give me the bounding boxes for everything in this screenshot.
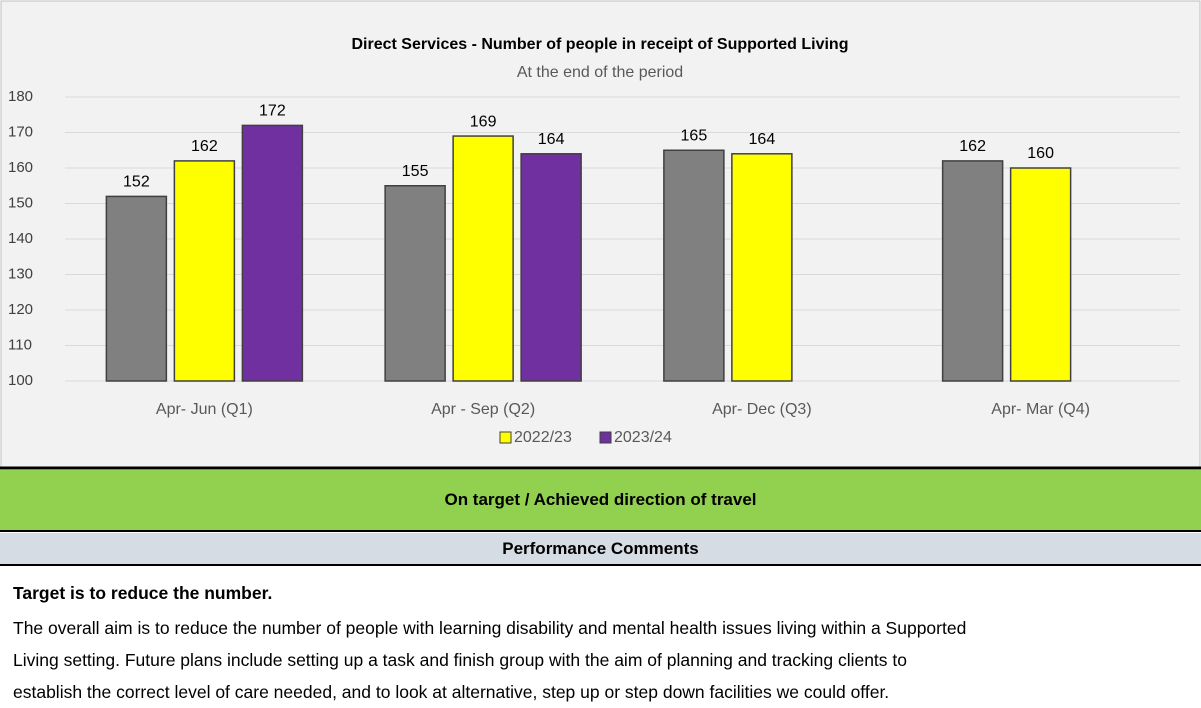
bar bbox=[173, 160, 236, 382]
y-tick-label: 110 bbox=[8, 336, 32, 353]
y-tick-label: 150 bbox=[8, 194, 33, 211]
status-banner: On target / Achieved direction of travel bbox=[0, 470, 1201, 532]
bar bbox=[452, 135, 514, 382]
bar bbox=[731, 153, 793, 382]
bar bbox=[105, 195, 168, 382]
y-tick-label: 180 bbox=[8, 88, 33, 105]
bar bbox=[1009, 167, 1072, 382]
value-label: 169 bbox=[470, 113, 497, 130]
x-tick-label: Apr- Mar (Q4) bbox=[991, 401, 1090, 418]
legend-swatch bbox=[499, 431, 512, 444]
bar bbox=[241, 124, 304, 382]
value-label: 155 bbox=[402, 163, 429, 180]
bar bbox=[663, 149, 725, 382]
comment-line: Living setting. Future plans include set… bbox=[13, 650, 908, 670]
chart: Direct Services - Number of people in re… bbox=[0, 0, 1201, 470]
y-tick-label: 130 bbox=[8, 265, 33, 282]
bar bbox=[384, 185, 446, 382]
bar bbox=[520, 153, 582, 382]
value-label: 160 bbox=[1027, 145, 1054, 162]
comment-line: establish the correct level of care need… bbox=[13, 682, 890, 702]
value-label: 165 bbox=[681, 127, 708, 144]
y-tick-label: 160 bbox=[8, 159, 33, 176]
legend-label: 2023/24 bbox=[614, 429, 672, 446]
comments-heading: Target is to reduce the number. bbox=[13, 583, 273, 603]
comment-line: The overall aim is to reduce the number … bbox=[13, 618, 967, 638]
value-label: 172 bbox=[259, 103, 286, 120]
y-tick-label: 140 bbox=[8, 230, 33, 247]
legend-label: 2022/23 bbox=[514, 429, 572, 446]
x-tick-label: Apr - Sep (Q2) bbox=[431, 401, 535, 418]
value-label: 152 bbox=[123, 174, 150, 191]
y-tick-label: 120 bbox=[8, 301, 33, 318]
value-label: 164 bbox=[538, 131, 565, 148]
value-label: 162 bbox=[959, 138, 986, 155]
y-tick-label: 100 bbox=[8, 372, 33, 389]
chart-title: Direct Services - Number of people in re… bbox=[352, 36, 849, 53]
y-tick-label: 170 bbox=[8, 123, 33, 140]
x-tick-label: Apr- Dec (Q3) bbox=[712, 401, 812, 418]
x-tick-label: Apr- Jun (Q1) bbox=[156, 401, 253, 418]
chart-subtitle: At the end of the period bbox=[517, 64, 683, 81]
legend-swatch bbox=[599, 431, 612, 444]
comments-header: Performance Comments bbox=[0, 533, 1201, 566]
bar bbox=[941, 160, 1004, 382]
value-label: 164 bbox=[749, 131, 776, 148]
value-label: 162 bbox=[191, 138, 218, 155]
